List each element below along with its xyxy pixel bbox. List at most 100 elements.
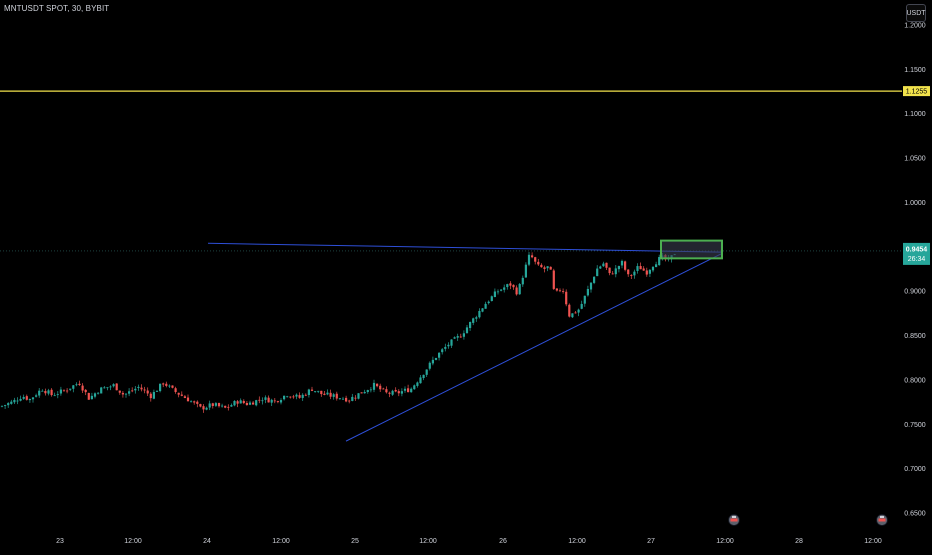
- candle-body: [481, 308, 484, 312]
- candle-body: [301, 394, 304, 398]
- candle-body: [583, 295, 586, 304]
- y-tick-label: 1.1500: [904, 67, 926, 74]
- candle-body: [493, 291, 496, 298]
- candle-body: [558, 290, 562, 292]
- candle-body: [44, 391, 47, 394]
- candle-body: [97, 392, 100, 394]
- candle-body: [112, 384, 115, 387]
- candle-body: [571, 313, 574, 318]
- candle-body: [407, 388, 410, 393]
- candle-body: [527, 254, 531, 265]
- candle-body: [521, 277, 524, 285]
- candle-body: [208, 403, 211, 408]
- candle-body: [515, 287, 518, 295]
- candle-body: [258, 399, 261, 401]
- candle-body: [270, 399, 273, 403]
- y-tick-label: 0.7000: [904, 466, 926, 473]
- candle-body: [400, 391, 403, 394]
- candle-body: [655, 264, 658, 268]
- symbol-title[interactable]: MNTUSDT SPOT, 30, BYBIT: [4, 4, 110, 13]
- y-tick-label: 1.2000: [904, 23, 926, 30]
- candle-body: [341, 398, 345, 400]
- x-tick-label: 25: [351, 538, 359, 545]
- candle-body: [608, 267, 611, 274]
- candle-body: [103, 387, 106, 389]
- candle-body: [496, 291, 500, 293]
- candle-body: [332, 394, 335, 397]
- candle-body: [124, 393, 128, 395]
- candle-body: [338, 398, 341, 400]
- y-tick-label: 0.9000: [904, 289, 926, 296]
- candle-body: [286, 396, 289, 398]
- candle-body: [211, 403, 214, 406]
- candle-body: [329, 392, 332, 397]
- candle-body: [131, 390, 134, 392]
- candle-body: [28, 399, 31, 401]
- candle-body: [4, 405, 7, 406]
- candle-body: [459, 336, 462, 338]
- candle-body: [121, 392, 124, 395]
- candle-body: [0, 405, 4, 407]
- candle-body: [456, 336, 459, 338]
- y-tick-label: 0.8000: [904, 377, 926, 384]
- candle-body: [549, 266, 552, 270]
- candle-body: [310, 389, 314, 391]
- current-price-label: 0.9454: [906, 246, 928, 253]
- candle-body: [59, 389, 62, 394]
- candle-body: [146, 390, 149, 394]
- candle-body: [199, 404, 202, 407]
- candle-body: [224, 405, 227, 408]
- candle-body: [565, 291, 568, 305]
- candle-body: [35, 395, 38, 397]
- candle-body: [509, 283, 512, 286]
- candle-body: [289, 396, 292, 398]
- candle-body: [376, 383, 379, 387]
- candle-body: [425, 369, 428, 375]
- candle-body: [645, 270, 648, 275]
- currency-button[interactable]: USDT: [906, 4, 926, 22]
- candle-body: [472, 318, 475, 323]
- candle-body: [323, 393, 326, 395]
- candle-body: [363, 391, 366, 394]
- event-flag-stripe: [878, 518, 886, 522]
- candle-body: [62, 390, 66, 392]
- candle-body: [162, 383, 165, 385]
- candle-body: [487, 301, 490, 304]
- candle-body: [546, 266, 549, 269]
- candle-body: [7, 403, 10, 406]
- candle-body: [38, 390, 41, 396]
- candle-body: [627, 269, 630, 275]
- candle-body: [13, 399, 16, 403]
- x-tick-label: 23: [56, 538, 64, 545]
- event-flag-stripe: [730, 518, 738, 522]
- candle-body: [106, 387, 109, 389]
- candle-body: [611, 273, 614, 275]
- candle-body: [543, 267, 546, 269]
- x-tick-label: 12:00: [568, 538, 586, 545]
- candle-body: [19, 398, 22, 401]
- candle-body: [248, 402, 252, 405]
- candle-body: [109, 386, 112, 388]
- support-trendline: [345, 253, 722, 442]
- candle-body: [540, 264, 543, 268]
- candle-body: [475, 317, 478, 319]
- candle-body: [227, 406, 230, 408]
- candle-body: [372, 382, 376, 390]
- candle-body: [335, 393, 338, 399]
- candle-body: [617, 266, 620, 270]
- candle-body: [651, 266, 655, 271]
- candle-body: [69, 388, 72, 390]
- candle-body: [447, 344, 450, 347]
- candle-body: [295, 394, 298, 397]
- y-tick-label: 0.6500: [904, 511, 926, 518]
- candle-body: [382, 388, 385, 390]
- candle-body: [419, 377, 422, 384]
- candle-body: [503, 287, 506, 290]
- candle-body: [416, 382, 419, 386]
- candle-body: [140, 387, 143, 390]
- horizontal-line-price-tag: [903, 86, 930, 97]
- candle-body: [214, 403, 217, 406]
- candle-body: [379, 385, 382, 390]
